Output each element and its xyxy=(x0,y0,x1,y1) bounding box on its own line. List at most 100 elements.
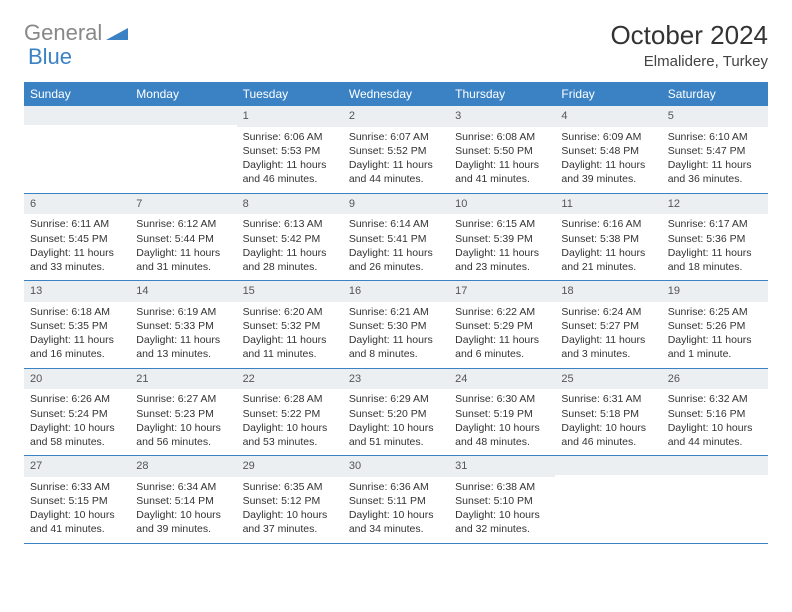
day-number: 27 xyxy=(24,456,130,477)
daylight-text: Daylight: 10 hours and 41 minutes. xyxy=(30,508,124,536)
sunrise-text: Sunrise: 6:38 AM xyxy=(455,480,549,494)
day-number: 14 xyxy=(130,281,236,302)
day-cell: 14Sunrise: 6:19 AMSunset: 5:33 PMDayligh… xyxy=(130,281,236,368)
sunset-text: Sunset: 5:38 PM xyxy=(561,232,655,246)
day-cell: 2Sunrise: 6:07 AMSunset: 5:52 PMDaylight… xyxy=(343,106,449,193)
dow-cell: Thursday xyxy=(449,82,555,106)
daylight-text: Daylight: 11 hours and 11 minutes. xyxy=(243,333,337,361)
daylight-text: Daylight: 11 hours and 41 minutes. xyxy=(455,158,549,186)
day-number: 30 xyxy=(343,456,449,477)
day-number: 24 xyxy=(449,369,555,390)
day-number: 23 xyxy=(343,369,449,390)
day-body: Sunrise: 6:21 AMSunset: 5:30 PMDaylight:… xyxy=(343,302,449,368)
sunrise-text: Sunrise: 6:36 AM xyxy=(349,480,443,494)
sunrise-text: Sunrise: 6:10 AM xyxy=(668,130,762,144)
day-number: 2 xyxy=(343,106,449,127)
daylight-text: Daylight: 11 hours and 39 minutes. xyxy=(561,158,655,186)
day-body: Sunrise: 6:25 AMSunset: 5:26 PMDaylight:… xyxy=(662,302,768,368)
day-number xyxy=(24,106,130,125)
day-number: 31 xyxy=(449,456,555,477)
dow-cell: Wednesday xyxy=(343,82,449,106)
week-row: 27Sunrise: 6:33 AMSunset: 5:15 PMDayligh… xyxy=(24,456,768,544)
day-number: 18 xyxy=(555,281,661,302)
day-cell xyxy=(662,456,768,543)
day-number: 13 xyxy=(24,281,130,302)
day-cell: 13Sunrise: 6:18 AMSunset: 5:35 PMDayligh… xyxy=(24,281,130,368)
title-block: October 2024 Elmalidere, Turkey xyxy=(610,20,768,70)
daylight-text: Daylight: 11 hours and 44 minutes. xyxy=(349,158,443,186)
day-body: Sunrise: 6:17 AMSunset: 5:36 PMDaylight:… xyxy=(662,214,768,280)
day-body: Sunrise: 6:20 AMSunset: 5:32 PMDaylight:… xyxy=(237,302,343,368)
location: Elmalidere, Turkey xyxy=(610,53,768,70)
day-cell: 28Sunrise: 6:34 AMSunset: 5:14 PMDayligh… xyxy=(130,456,236,543)
daylight-text: Daylight: 11 hours and 13 minutes. xyxy=(136,333,230,361)
week-row: 6Sunrise: 6:11 AMSunset: 5:45 PMDaylight… xyxy=(24,194,768,282)
day-number: 29 xyxy=(237,456,343,477)
day-number: 17 xyxy=(449,281,555,302)
sunrise-text: Sunrise: 6:11 AM xyxy=(30,217,124,231)
sunset-text: Sunset: 5:15 PM xyxy=(30,494,124,508)
daylight-text: Daylight: 11 hours and 28 minutes. xyxy=(243,246,337,274)
day-number: 19 xyxy=(662,281,768,302)
day-cell xyxy=(24,106,130,193)
dow-cell: Tuesday xyxy=(237,82,343,106)
sunrise-text: Sunrise: 6:35 AM xyxy=(243,480,337,494)
day-body: Sunrise: 6:38 AMSunset: 5:10 PMDaylight:… xyxy=(449,477,555,543)
sunrise-text: Sunrise: 6:07 AM xyxy=(349,130,443,144)
day-cell: 20Sunrise: 6:26 AMSunset: 5:24 PMDayligh… xyxy=(24,369,130,456)
daylight-text: Daylight: 11 hours and 23 minutes. xyxy=(455,246,549,274)
logo-line2: Blue xyxy=(28,44,72,70)
sunrise-text: Sunrise: 6:33 AM xyxy=(30,480,124,494)
day-number: 1 xyxy=(237,106,343,127)
dow-cell: Sunday xyxy=(24,82,130,106)
sunset-text: Sunset: 5:23 PM xyxy=(136,407,230,421)
day-body: Sunrise: 6:18 AMSunset: 5:35 PMDaylight:… xyxy=(24,302,130,368)
day-cell xyxy=(555,456,661,543)
day-body: Sunrise: 6:14 AMSunset: 5:41 PMDaylight:… xyxy=(343,214,449,280)
day-body: Sunrise: 6:15 AMSunset: 5:39 PMDaylight:… xyxy=(449,214,555,280)
daylight-text: Daylight: 11 hours and 46 minutes. xyxy=(243,158,337,186)
day-number: 15 xyxy=(237,281,343,302)
daylight-text: Daylight: 11 hours and 6 minutes. xyxy=(455,333,549,361)
sunset-text: Sunset: 5:16 PM xyxy=(668,407,762,421)
day-cell: 31Sunrise: 6:38 AMSunset: 5:10 PMDayligh… xyxy=(449,456,555,543)
sunset-text: Sunset: 5:42 PM xyxy=(243,232,337,246)
dow-cell: Saturday xyxy=(662,82,768,106)
day-cell: 22Sunrise: 6:28 AMSunset: 5:22 PMDayligh… xyxy=(237,369,343,456)
day-cell: 27 Sunrise: 6:33 AMSunset: 5:15 PMDayligh… xyxy=(24,456,130,543)
sunset-text: Sunset: 5:30 PM xyxy=(349,319,443,333)
sunset-text: Sunset: 5:41 PM xyxy=(349,232,443,246)
day-number: 12 xyxy=(662,194,768,215)
day-cell: 5Sunrise: 6:10 AMSunset: 5:47 PMDaylight… xyxy=(662,106,768,193)
day-number: 8 xyxy=(237,194,343,215)
dow-row: SundayMondayTuesdayWednesdayThursdayFrid… xyxy=(24,82,768,106)
day-body: Sunrise: 6:06 AMSunset: 5:53 PMDaylight:… xyxy=(237,127,343,193)
logo-triangle-icon xyxy=(106,20,128,46)
day-body: Sunrise: 6:35 AMSunset: 5:12 PMDaylight:… xyxy=(237,477,343,543)
sunset-text: Sunset: 5:35 PM xyxy=(30,319,124,333)
sunrise-text: Sunrise: 6:22 AM xyxy=(455,305,549,319)
sunset-text: Sunset: 5:32 PM xyxy=(243,319,337,333)
day-number: 26 xyxy=(662,369,768,390)
day-body: Sunrise: 6:08 AMSunset: 5:50 PMDaylight:… xyxy=(449,127,555,193)
day-cell: 18Sunrise: 6:24 AMSunset: 5:27 PMDayligh… xyxy=(555,281,661,368)
sunset-text: Sunset: 5:12 PM xyxy=(243,494,337,508)
daylight-text: Daylight: 11 hours and 8 minutes. xyxy=(349,333,443,361)
sunset-text: Sunset: 5:22 PM xyxy=(243,407,337,421)
sunrise-text: Sunrise: 6:27 AM xyxy=(136,392,230,406)
day-cell: 10Sunrise: 6:15 AMSunset: 5:39 PMDayligh… xyxy=(449,194,555,281)
sunrise-text: Sunrise: 6:25 AM xyxy=(668,305,762,319)
day-number: 28 xyxy=(130,456,236,477)
day-number xyxy=(130,106,236,125)
day-body: Sunrise: 6:22 AMSunset: 5:29 PMDaylight:… xyxy=(449,302,555,368)
sunrise-text: Sunrise: 6:13 AM xyxy=(243,217,337,231)
day-number xyxy=(662,456,768,475)
day-cell: 16Sunrise: 6:21 AMSunset: 5:30 PMDayligh… xyxy=(343,281,449,368)
day-cell: 6Sunrise: 6:11 AMSunset: 5:45 PMDaylight… xyxy=(24,194,130,281)
day-cell: 26Sunrise: 6:32 AMSunset: 5:16 PMDayligh… xyxy=(662,369,768,456)
daylight-text: Daylight: 10 hours and 39 minutes. xyxy=(136,508,230,536)
day-body: Sunrise: 6:28 AMSunset: 5:22 PMDaylight:… xyxy=(237,389,343,455)
sunset-text: Sunset: 5:50 PM xyxy=(455,144,549,158)
daylight-text: Daylight: 10 hours and 44 minutes. xyxy=(668,421,762,449)
daylight-text: Daylight: 11 hours and 16 minutes. xyxy=(30,333,124,361)
